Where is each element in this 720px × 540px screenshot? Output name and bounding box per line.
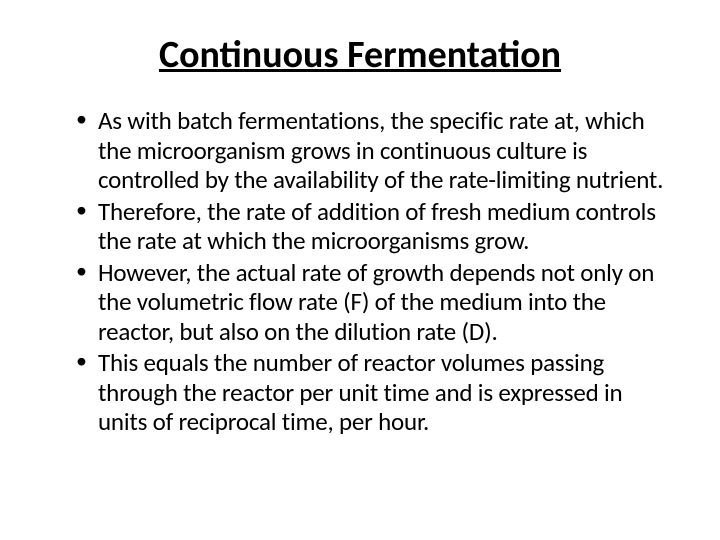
list-item: This equals the number of reactor volume… [76, 348, 664, 437]
list-item: However, the actual rate of growth depen… [76, 258, 664, 347]
slide: Continuous Fermentation As with batch fe… [0, 0, 720, 540]
list-item: Therefore, the rate of addition of fresh… [76, 197, 664, 256]
list-item: As with batch fermentations, the specifi… [76, 106, 664, 195]
bullet-list: As with batch fermentations, the specifi… [48, 106, 672, 437]
slide-title: Continuous Fermentation [48, 32, 672, 78]
